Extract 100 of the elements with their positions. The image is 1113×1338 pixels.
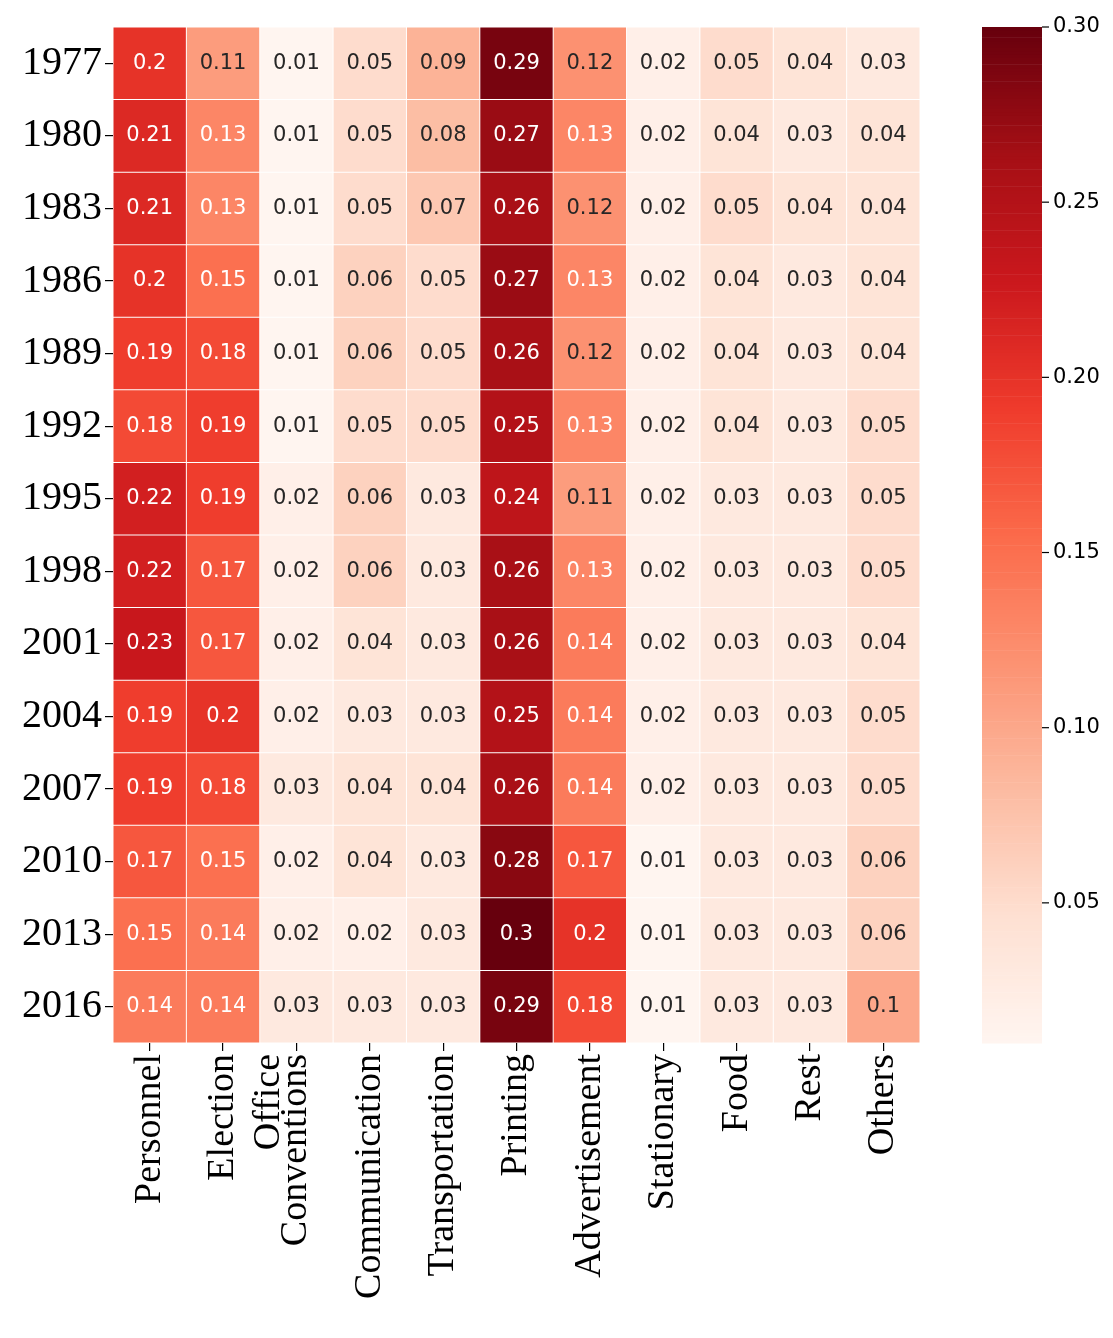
data-label: 0.13 <box>566 557 614 582</box>
data-label: 0.29 <box>493 49 540 74</box>
y-tick-label: 1986 <box>22 255 102 301</box>
data-label: 0.02 <box>273 920 320 945</box>
data-label: 0.03 <box>786 920 834 945</box>
data-label: 0.02 <box>639 557 687 582</box>
data-label: 0.24 <box>493 485 540 510</box>
data-label: 0.17 <box>566 848 614 873</box>
data-label: 0.01 <box>273 340 320 365</box>
data-label: 0.13 <box>566 267 614 292</box>
data-label: 0.13 <box>566 122 614 147</box>
data-label: 0.03 <box>713 485 760 510</box>
y-tick-label: 2016 <box>22 981 102 1027</box>
data-label: 0.08 <box>419 122 467 147</box>
data-label: 0.18 <box>126 412 174 437</box>
data-label: 0.05 <box>713 194 760 219</box>
data-label: 0.03 <box>713 920 760 945</box>
data-label: 0.05 <box>419 340 467 365</box>
data-label: 0.03 <box>273 775 320 800</box>
data-label: 0.05 <box>859 557 907 582</box>
data-label: 0.03 <box>713 848 760 873</box>
data-label: 0.19 <box>199 485 247 510</box>
y-tick-label: 2001 <box>22 618 102 664</box>
data-label: 0.27 <box>493 267 540 292</box>
data-label: 0.2 <box>132 49 167 74</box>
data-label: 0.03 <box>713 702 760 727</box>
data-label: 0.15 <box>199 848 247 873</box>
y-tick-label: 1998 <box>22 545 102 591</box>
data-label: 0.04 <box>713 412 760 437</box>
data-label: 0.02 <box>273 848 320 873</box>
data-label: 0.03 <box>419 993 467 1018</box>
data-label: 0.03 <box>346 993 394 1018</box>
data-label: 0.18 <box>199 775 247 800</box>
data-label: 0.02 <box>639 775 687 800</box>
data-label: 0.1 <box>866 993 901 1018</box>
data-label: 0.05 <box>419 267 467 292</box>
data-label: 0.13 <box>199 194 247 219</box>
data-label: 0.05 <box>859 485 907 510</box>
x-tick-label: Stationary <box>639 1054 682 1211</box>
data-label: 0.05 <box>346 194 394 219</box>
data-label: 0.04 <box>786 194 834 219</box>
y-tick-label: 2007 <box>22 763 102 809</box>
color-bar-label: 0.25 <box>1053 188 1100 213</box>
data-label: 0.04 <box>419 775 467 800</box>
data-label: 0.03 <box>713 557 760 582</box>
data-label: 0.2 <box>206 702 240 727</box>
y-tick-label: 2010 <box>22 836 102 882</box>
data-label: 0.22 <box>126 485 174 510</box>
data-label: 0.02 <box>273 557 320 582</box>
data-label: 0.04 <box>346 630 394 655</box>
x-tick-label: Transportation <box>419 1054 462 1277</box>
data-label: 0.05 <box>859 775 907 800</box>
data-label: 0.28 <box>493 848 540 873</box>
data-label: 0.14 <box>566 775 614 800</box>
data-label: 0.05 <box>713 49 760 74</box>
data-label: 0.26 <box>493 194 540 219</box>
y-tick-label: 1992 <box>22 400 102 446</box>
data-label: 0.06 <box>859 920 907 945</box>
color-bar-label: 0.10 <box>1053 714 1100 739</box>
data-label: 0.06 <box>346 267 394 292</box>
data-label: 0.04 <box>713 267 760 292</box>
data-label: 0.02 <box>273 702 320 727</box>
data-label: 0.03 <box>786 630 834 655</box>
data-label: 0.12 <box>566 340 614 365</box>
data-label: 0.03 <box>713 993 760 1018</box>
color-bar-label: 0.30 <box>1053 13 1100 38</box>
data-label: 0.14 <box>566 630 614 655</box>
data-label: 0.03 <box>786 485 834 510</box>
data-label: 0.14 <box>566 702 614 727</box>
data-label: 0.03 <box>786 122 834 147</box>
data-label: 0.03 <box>786 775 834 800</box>
data-label: 0.02 <box>639 485 687 510</box>
data-label: 0.02 <box>639 122 687 147</box>
data-label: 0.03 <box>346 702 394 727</box>
data-label: 0.05 <box>346 122 394 147</box>
data-label: 0.04 <box>786 49 834 74</box>
data-label: 0.04 <box>346 775 394 800</box>
data-label: 0.26 <box>493 340 540 365</box>
y-tick-label: 1977 <box>22 37 102 83</box>
data-label: 0.03 <box>786 412 834 437</box>
data-label: 0.03 <box>419 848 467 873</box>
data-label: 0.14 <box>199 993 247 1018</box>
x-tick-label: Personnel <box>125 1054 168 1204</box>
data-label: 0.04 <box>346 848 394 873</box>
data-label: 0.19 <box>199 412 247 437</box>
data-label: 0.25 <box>493 412 540 437</box>
data-label: 0.26 <box>493 775 540 800</box>
data-label: 0.01 <box>273 122 320 147</box>
data-label: 0.01 <box>639 993 687 1018</box>
data-label: 0.02 <box>273 630 320 655</box>
data-label: 0.19 <box>126 702 174 727</box>
data-label: 0.03 <box>786 848 834 873</box>
data-label: 0.02 <box>639 630 687 655</box>
data-label: 0.02 <box>346 920 394 945</box>
data-label: 0.07 <box>419 194 467 219</box>
data-label: 0.01 <box>273 49 320 74</box>
data-label: 0.03 <box>786 993 834 1018</box>
data-label: 0.14 <box>126 993 174 1018</box>
data-label: 0.04 <box>859 340 907 365</box>
y-tick-label: 1995 <box>22 473 102 519</box>
